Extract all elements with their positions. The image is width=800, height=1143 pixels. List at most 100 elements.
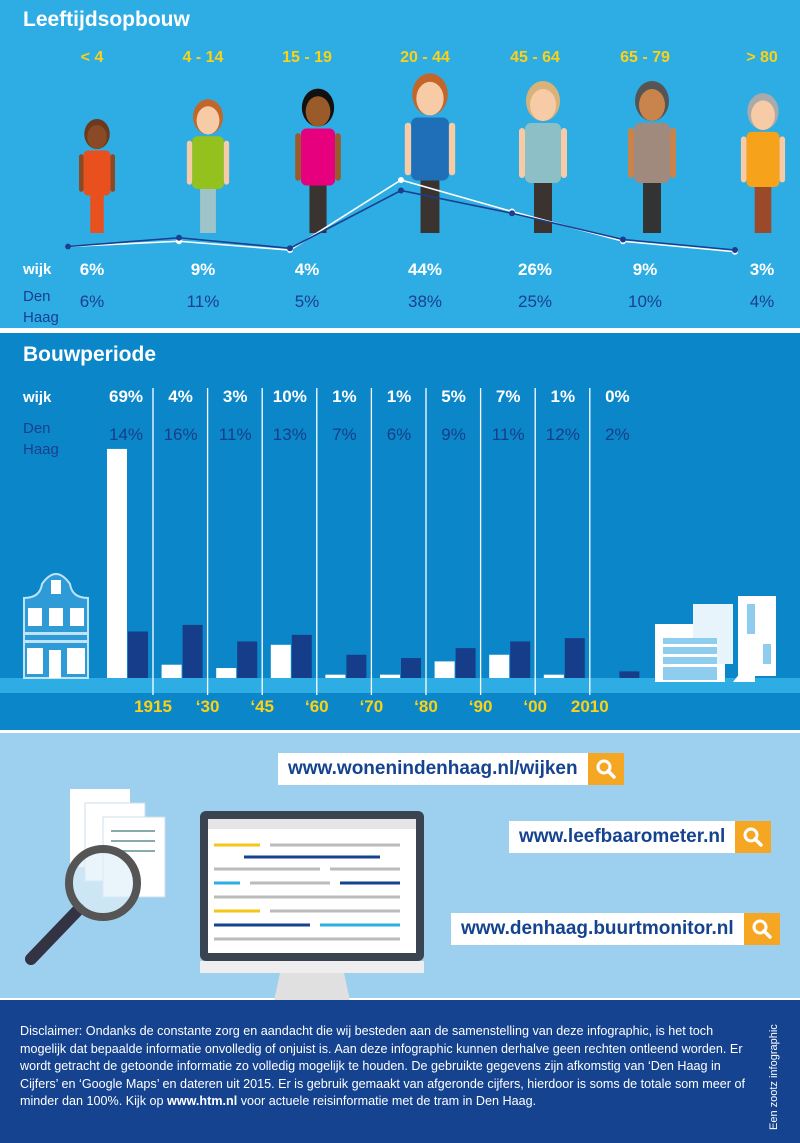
wijk-bar — [434, 661, 455, 678]
wijk-value: 4% — [294, 260, 320, 279]
age-line-chart — [65, 177, 738, 255]
htm-link[interactable]: www.htm.nl — [167, 1094, 238, 1108]
disclaimer: Disclaimer: Ondanks de constante zorg en… — [20, 1023, 755, 1111]
den-haag-label: Den Haag — [23, 286, 59, 328]
wijk-value: 9% — [190, 260, 216, 279]
wijk-value: 1% — [386, 387, 412, 406]
person-figure — [740, 93, 786, 233]
den-haag-bar — [619, 671, 640, 678]
link-url[interactable]: www.denhaag.buurtmonitor.nl — [451, 913, 744, 945]
den-haag-bar — [455, 648, 476, 678]
den-label: Den — [23, 288, 51, 305]
age-group-label: > 80 — [746, 49, 778, 66]
age-group-label: 15 - 19 — [282, 49, 332, 66]
age-group-label: < 4 — [80, 49, 104, 66]
wijk-value: 0% — [605, 387, 630, 406]
person-figure — [79, 119, 115, 233]
period-year-label: ‘00 — [523, 697, 547, 716]
age-section: Leeftijdsopbouw wijk Den Haag < 4 6% 6% 4 - … — [0, 0, 800, 328]
data-point — [65, 243, 71, 250]
credit-text: Een zootz infographic — [768, 1024, 780, 1130]
wijk-value: 5% — [441, 387, 466, 406]
data-point — [398, 177, 404, 183]
den-haag-bar — [346, 654, 367, 678]
link-leefbaarometer[interactable]: www.leefbaarometer.nl — [509, 821, 772, 853]
data-point — [509, 210, 515, 217]
haag-label: Haag — [23, 441, 59, 458]
wijk-bar — [489, 654, 510, 678]
data-point — [732, 247, 738, 253]
den-haag-value: 7% — [332, 425, 357, 444]
period-year-label: ‘80 — [414, 697, 438, 716]
period-year-label: ‘60 — [304, 697, 329, 716]
den-haag-value: 25% — [517, 292, 553, 311]
data-point — [287, 245, 293, 252]
search-icon[interactable] — [743, 913, 780, 945]
data-point — [176, 234, 182, 241]
wijk-bar — [107, 448, 127, 678]
den-haag-value: 5% — [294, 292, 320, 311]
link-wonenindenhaag[interactable]: www.wonenindenhaag.nl/wijken — [278, 753, 624, 785]
disclaimer-text-end: voor actuele reisinformatie met de tram … — [237, 1094, 537, 1108]
modern-house-icon — [655, 596, 776, 682]
den-haag-bar — [182, 624, 203, 678]
den-haag-value: 14% — [108, 425, 144, 444]
footer — [0, 1000, 800, 1143]
link-url[interactable]: www.wonenindenhaag.nl/wijken — [278, 753, 588, 785]
den-haag-bar — [237, 641, 258, 678]
den-haag-value: 4% — [749, 292, 775, 311]
wijk-value: 1% — [550, 387, 576, 406]
build-bar-chart — [107, 388, 640, 695]
den-haag-bar — [564, 638, 585, 678]
person-figure — [295, 88, 341, 233]
link-url[interactable]: www.leefbaarometer.nl — [509, 821, 736, 853]
age-group-label: 4 - 14 — [182, 49, 224, 66]
wijk-value: 26% — [517, 260, 553, 279]
search-icon[interactable] — [587, 753, 624, 785]
period-year-label: ‘70 — [359, 697, 384, 716]
wijk-value: 7% — [495, 387, 521, 406]
people-illustration — [79, 73, 786, 233]
person-figure — [628, 81, 676, 233]
wijk-value: 9% — [632, 260, 658, 279]
den-haag-value: 11% — [218, 425, 252, 444]
age-group-label: 20 - 44 — [400, 49, 450, 66]
age-group-label: 45 - 64 — [510, 49, 560, 66]
wijk-label: wijk — [23, 261, 52, 278]
wijk-value: 6% — [79, 260, 105, 279]
period-year-label: ‘30 — [195, 697, 220, 716]
person-figure — [186, 99, 230, 233]
den-haag-value: 6% — [386, 425, 412, 444]
wijk-bar — [216, 668, 237, 678]
wijk-bar — [380, 674, 400, 678]
den-haag-value: 6% — [79, 292, 105, 311]
link-buurtmonitor[interactable]: www.denhaag.buurtmonitor.nl — [451, 913, 780, 945]
age-title: Leeftijdsopbouw — [23, 8, 190, 31]
wijk-value: 3% — [222, 387, 248, 406]
den-haag-value: 2% — [605, 425, 630, 444]
period-year-label: 2010 — [570, 697, 609, 716]
den-haag-value: 11% — [186, 292, 220, 311]
den-haag-value: 9% — [441, 425, 466, 444]
den-haag-bar — [291, 634, 312, 678]
wijk-value: 4% — [168, 387, 193, 406]
age-group-label: 65 - 79 — [620, 49, 670, 66]
haag-label: Haag — [23, 309, 59, 326]
build-den-haag-label: Den Haag — [23, 418, 59, 460]
wijk-bar — [325, 674, 346, 678]
wijk-value: 10% — [272, 387, 307, 406]
den-haag-bar — [128, 631, 148, 678]
wijk-value: 44% — [407, 260, 443, 279]
den-haag-value: 11% — [491, 425, 525, 444]
data-point — [398, 187, 404, 194]
period-year-label: 1915 — [134, 697, 172, 716]
wijk-bar — [543, 674, 564, 678]
search-icon[interactable] — [735, 821, 772, 853]
den-haag-bar — [510, 641, 531, 678]
data-point — [620, 236, 626, 243]
links-section — [0, 733, 800, 1001]
build-wijk-label: wijk — [23, 389, 52, 406]
den-haag-value: 10% — [627, 292, 663, 311]
computer-monitor-illustration — [200, 811, 424, 1001]
old-house-icon — [23, 573, 89, 679]
